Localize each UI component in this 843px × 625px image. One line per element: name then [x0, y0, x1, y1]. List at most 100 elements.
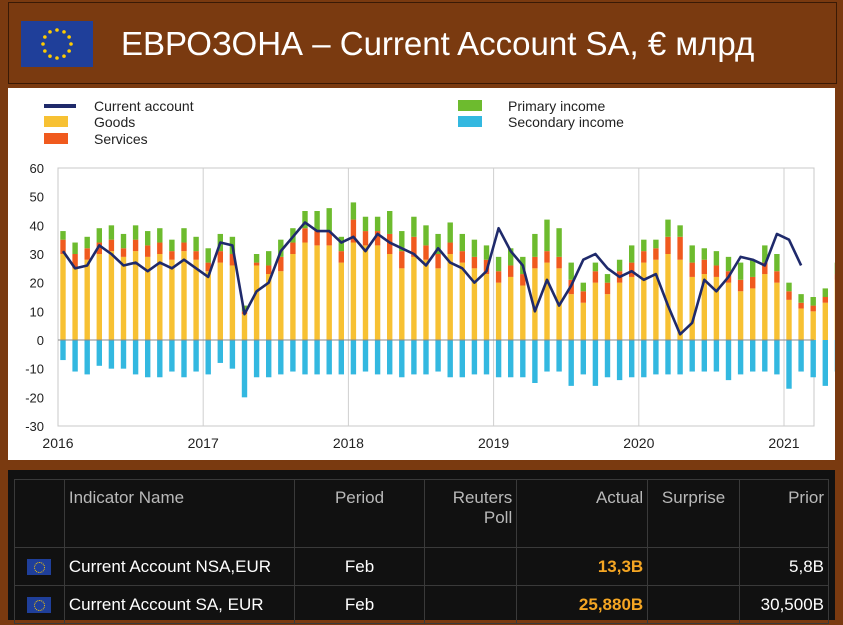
- goods-bar: [266, 274, 272, 340]
- services-bar: [423, 245, 429, 260]
- primary-income-bar: [544, 219, 550, 252]
- secondary-income-bar: [326, 340, 332, 375]
- goods-bar: [278, 271, 284, 340]
- services-bar: [253, 262, 260, 266]
- legend-swatch: [44, 116, 68, 127]
- services-bar: [278, 256, 284, 272]
- goods-bar: [387, 254, 393, 340]
- header-surprise[interactable]: Surprise: [647, 479, 740, 548]
- secondary-income-bar: [241, 340, 248, 398]
- goods-bar: [350, 242, 357, 340]
- header-period[interactable]: Period: [294, 479, 425, 548]
- goods-bar: [822, 302, 828, 340]
- secondary-income-bar: [132, 340, 139, 375]
- services-bar: [145, 245, 151, 257]
- table-row[interactable]: Current Account NSA,EUR Feb 13,3B 5,8B: [14, 547, 830, 586]
- services-bar: [713, 265, 720, 277]
- secondary-income-bar: [629, 340, 635, 378]
- primary-income-bar: [580, 282, 586, 292]
- goods-bar: [326, 245, 332, 340]
- secondary-income-bar: [435, 340, 441, 372]
- row-surprise: [647, 547, 740, 586]
- secondary-income-bar: [750, 340, 756, 372]
- secondary-income-bar: [447, 340, 453, 378]
- services-bar: [72, 254, 78, 269]
- row-prior: 5,8B: [738, 547, 830, 586]
- secondary-income-bar: [737, 340, 744, 375]
- primary-income-bar: [266, 251, 272, 266]
- header-indicator-name[interactable]: Indicator Name: [63, 479, 296, 548]
- y-tick-label: 60: [30, 161, 44, 176]
- row-actual: 13,3B: [516, 547, 649, 586]
- goods-bar: [72, 268, 78, 340]
- table-row[interactable]: Current Account SA, EUR Feb 25,880B 30,5…: [14, 585, 830, 624]
- legend-label: Services: [94, 131, 148, 147]
- secondary-income-bar: [253, 340, 260, 378]
- primary-income-bar: [725, 256, 732, 272]
- secondary-income-bar: [508, 340, 514, 378]
- primary-income-bar: [278, 239, 284, 257]
- primary-income-bar: [701, 248, 707, 260]
- y-tick-label: -10: [25, 362, 44, 377]
- services-bar: [302, 228, 308, 243]
- secondary-income-bar: [556, 340, 562, 372]
- primary-income-bar: [592, 262, 599, 272]
- primary-income-bar: [399, 231, 405, 252]
- row-surprise: [647, 585, 740, 624]
- primary-income-bar: [108, 225, 115, 240]
- header-prior[interactable]: Prior: [738, 479, 830, 548]
- header-reuters-poll[interactable]: Reuters Poll: [423, 479, 518, 548]
- services-bar: [314, 231, 320, 246]
- secondary-income-bar: [471, 340, 478, 375]
- primary-income-bar: [411, 216, 417, 237]
- header-actual[interactable]: Actual: [516, 479, 649, 548]
- primary-income-bar: [157, 228, 163, 243]
- goods-bar: [604, 294, 611, 340]
- primary-income-bar: [145, 231, 151, 246]
- goods-bar: [217, 262, 223, 340]
- services-bar: [737, 279, 744, 292]
- secondary-income-bar: [653, 340, 659, 375]
- flag-star: [62, 54, 66, 58]
- x-tick-label: 2017: [188, 435, 219, 451]
- services-bar: [120, 248, 127, 257]
- primary-income-bar: [350, 202, 357, 220]
- legend-swatch: [44, 133, 68, 144]
- primary-income-bar: [822, 288, 828, 297]
- flag-star: [48, 30, 52, 34]
- flag-star: [43, 35, 47, 39]
- services-bar: [60, 239, 66, 254]
- goods-bar: [205, 271, 211, 340]
- secondary-income-bar: [483, 340, 490, 375]
- primary-income-bar: [750, 259, 756, 277]
- services-bar: [266, 265, 272, 275]
- legend-label: Secondary income: [508, 114, 624, 130]
- goods-bar: [459, 262, 465, 340]
- secondary-income-bar: [798, 340, 804, 372]
- row-indicator-name: Current Account NSA,EUR: [63, 547, 296, 586]
- secondary-income-bar: [157, 340, 163, 378]
- services-bar: [96, 242, 102, 254]
- row-period: Feb: [294, 547, 425, 586]
- row-flag-cell: [14, 585, 65, 624]
- services-bar: [350, 219, 357, 243]
- goods-bar: [483, 274, 490, 340]
- secondary-income-bar: [290, 340, 296, 372]
- services-bar: [362, 231, 369, 246]
- flag-star: [67, 49, 71, 53]
- primary-income-bar: [786, 282, 792, 292]
- services-bar: [326, 231, 332, 246]
- primary-income-bar: [314, 211, 320, 232]
- secondary-income-bar: [338, 340, 344, 375]
- secondary-income-bar: [72, 340, 78, 372]
- goods-bar: [120, 256, 127, 340]
- secondary-income-bar: [822, 340, 828, 386]
- primary-income-bar: [568, 262, 574, 280]
- services-bar: [399, 251, 405, 269]
- secondary-income-bar: [314, 340, 320, 375]
- secondary-income-bar: [60, 340, 66, 361]
- secondary-income-bar: [786, 340, 792, 389]
- primary-income-bar: [338, 236, 344, 252]
- goods-bar: [750, 288, 756, 340]
- indicator-table-panel: Indicator Name Period Reuters Poll Actua…: [8, 470, 835, 624]
